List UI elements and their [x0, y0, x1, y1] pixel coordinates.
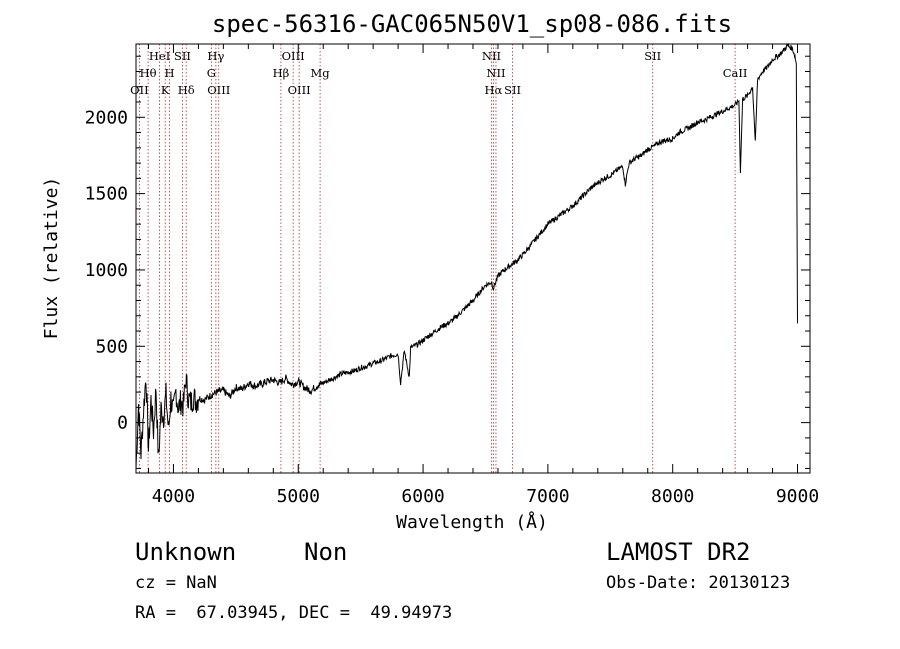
- line-marker-label: Hβ: [273, 66, 290, 80]
- y-axis-label: Flux (relative): [41, 177, 62, 340]
- y-tick-label: 500: [95, 336, 128, 357]
- emission-line-markers: OIIHθHeIKHSIIHδGHγOIIIHβOIIIOIIIMgNIIHαN…: [130, 44, 747, 473]
- line-marker-label: HeI: [149, 49, 170, 63]
- x-tick-label: 7000: [526, 486, 569, 507]
- line-marker-label: OII: [130, 83, 149, 97]
- y-tick-label: 1000: [85, 260, 128, 281]
- x-tick-label: 6000: [401, 486, 444, 507]
- chart-title: spec-56316-GAC065N50V1_sp08-086.fits: [212, 10, 732, 38]
- x-tick-label: 4000: [152, 486, 195, 507]
- line-marker-label: SII: [504, 83, 521, 97]
- line-marker-label: NII: [482, 49, 501, 63]
- line-marker-label: Hδ: [178, 83, 195, 97]
- observation-date: Obs-Date: 20130123: [606, 573, 791, 593]
- survey-label: LAMOST DR2: [606, 538, 751, 566]
- line-marker-label: Hθ: [140, 66, 157, 80]
- line-marker-label: OIII: [288, 83, 311, 97]
- object-class: Unknown: [135, 538, 237, 566]
- line-marker-label: OIII: [282, 49, 305, 63]
- line-marker-label: Hγ: [207, 49, 224, 63]
- y-tick-label: 1500: [85, 184, 128, 205]
- object-subclass: Non: [304, 538, 348, 566]
- y-tick-label: 0: [117, 413, 128, 434]
- line-marker-label: K: [161, 83, 170, 97]
- line-marker-label: SII: [644, 49, 661, 63]
- axis-ticks: 4000 5000 6000 7000 8000 9000 0 500 1000 1500 2000: [85, 44, 819, 507]
- line-marker-label: H: [165, 66, 175, 80]
- line-marker-label: Mg: [311, 66, 331, 80]
- x-tick-label: 9000: [776, 486, 819, 507]
- line-marker-label: OIII: [207, 83, 230, 97]
- line-marker-label: Hα: [484, 83, 502, 97]
- line-marker-label: CaII: [723, 66, 748, 80]
- x-tick-label: 8000: [651, 486, 694, 507]
- y-tick-label: 2000: [85, 107, 128, 128]
- plot-frame: [135, 43, 811, 474]
- x-tick-label: 5000: [277, 486, 320, 507]
- line-marker-label: SII: [174, 49, 191, 63]
- spectrum-line: [135, 42, 798, 469]
- line-marker-label: G: [207, 66, 216, 80]
- coordinates: RA = 67.03945, DEC = 49.94973: [135, 603, 453, 623]
- x-axis-label: Wavelength (Å): [396, 511, 548, 533]
- redshift-cz: cz = NaN: [135, 573, 217, 593]
- line-marker-label: NII: [486, 66, 505, 80]
